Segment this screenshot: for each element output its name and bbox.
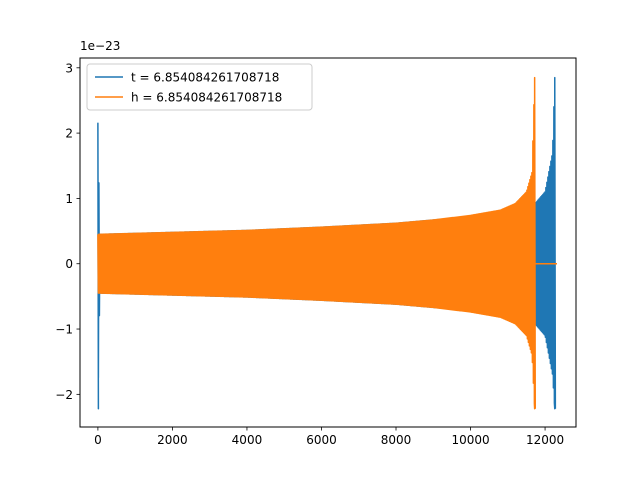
legend-label: h = 6.854084261708718 xyxy=(131,91,282,105)
x-tick-label: 12000 xyxy=(526,433,564,447)
legend: t = 6.854084261708718 h = 6.8540842617087… xyxy=(86,63,313,111)
series-layer xyxy=(97,76,557,410)
x-tick-label: 2000 xyxy=(157,433,188,447)
axes-frame xyxy=(79,57,577,428)
series-line-h xyxy=(97,76,536,410)
legend-label: t = 6.854084261708718 xyxy=(131,71,279,85)
y-axis-multiplier: 1e−23 xyxy=(80,39,120,53)
x-tick-label: 8000 xyxy=(381,433,412,447)
x-axis: 0 2000 4000 6000 8000 10000 12000 xyxy=(94,427,564,447)
x-tick-label: 0 xyxy=(94,433,102,447)
x-tick-label: 10000 xyxy=(451,433,489,447)
x-tick-label: 6000 xyxy=(306,433,337,447)
y-tick-label: 0 xyxy=(65,257,73,271)
y-tick-label: 1 xyxy=(65,192,73,206)
y-tick-label: 3 xyxy=(65,61,73,75)
y-tick-label: −1 xyxy=(55,323,73,337)
legend-box xyxy=(86,63,313,111)
y-tick-label: 2 xyxy=(65,127,73,141)
y-axis: −2 −1 0 1 2 3 xyxy=(55,61,80,402)
x-tick-label: 4000 xyxy=(232,433,263,447)
y-tick-label: −2 xyxy=(55,388,73,402)
